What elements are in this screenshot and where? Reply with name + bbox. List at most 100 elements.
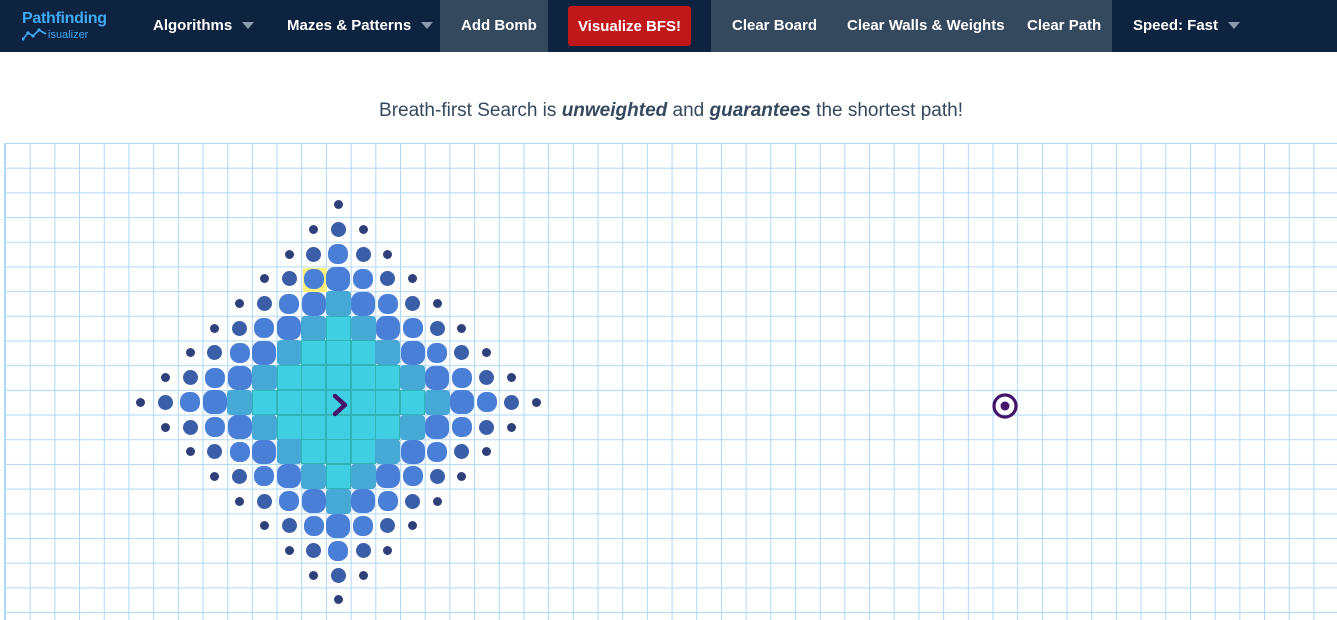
visited-node bbox=[400, 414, 426, 440]
visited-node bbox=[251, 389, 277, 415]
visited-node bbox=[425, 415, 450, 440]
visited-node bbox=[377, 491, 398, 512]
frontier-dot bbox=[281, 518, 297, 534]
frontier-dot bbox=[235, 299, 245, 308]
visited-node bbox=[227, 415, 252, 440]
frontier-dot bbox=[383, 546, 393, 556]
clear-walls-weights-button[interactable]: Clear Walls & Weights bbox=[847, 17, 1005, 34]
visited-node bbox=[303, 515, 324, 536]
visited-node bbox=[325, 463, 351, 489]
target-icon[interactable] bbox=[992, 393, 1018, 419]
algorithm-description: Breath-first Search is unweighted and gu… bbox=[0, 100, 1337, 122]
visited-node bbox=[350, 315, 376, 341]
frontier-dot bbox=[358, 570, 368, 580]
frontier-dot bbox=[333, 200, 343, 210]
frontier-dot bbox=[482, 348, 492, 358]
frontier-dot bbox=[383, 249, 393, 259]
frontier-dot bbox=[457, 471, 467, 481]
chevron-down-icon bbox=[1228, 21, 1241, 29]
speed-label: Speed: Fast bbox=[1133, 17, 1219, 34]
grid-board[interactable] bbox=[4, 143, 1337, 620]
visited-node bbox=[252, 340, 277, 365]
clear-controls: Clear Board Clear Walls & Weights Clear … bbox=[711, 0, 1112, 52]
visited-node bbox=[400, 365, 426, 391]
frontier-dot bbox=[454, 345, 470, 361]
visited-node bbox=[350, 463, 376, 489]
visited-node bbox=[276, 389, 302, 415]
visited-node bbox=[325, 439, 351, 465]
visited-node bbox=[301, 463, 327, 489]
visited-node bbox=[451, 417, 472, 438]
visited-node bbox=[301, 315, 327, 341]
visited-node bbox=[325, 488, 351, 514]
visited-node bbox=[350, 439, 376, 465]
visited-node bbox=[375, 464, 400, 489]
description-prefix: Breath-first Search is bbox=[379, 100, 562, 121]
frontier-dot bbox=[309, 224, 319, 234]
frontier-dot bbox=[503, 394, 519, 410]
visited-node bbox=[325, 315, 351, 341]
frontier-dot bbox=[256, 493, 272, 509]
frontier-dot bbox=[306, 543, 322, 559]
visited-node bbox=[476, 392, 497, 413]
frontier-dot bbox=[309, 570, 319, 580]
visited-node bbox=[326, 513, 351, 538]
description-suffix: the shortest path! bbox=[810, 100, 963, 121]
clear-path-button[interactable]: Clear Path bbox=[1027, 17, 1102, 34]
frontier-dot bbox=[429, 468, 445, 484]
visited-node bbox=[251, 414, 277, 440]
visited-node bbox=[353, 268, 374, 289]
chevron-right-icon[interactable] bbox=[328, 393, 352, 417]
frontier-dot bbox=[161, 373, 170, 383]
visited-node bbox=[328, 244, 349, 265]
visited-node bbox=[254, 318, 275, 339]
logo-graph-icon bbox=[22, 28, 47, 41]
visited-node bbox=[204, 417, 225, 438]
clear-board-button[interactable]: Clear Board bbox=[732, 17, 818, 34]
frontier-dot bbox=[185, 348, 195, 358]
logo-title: Pathfinding bbox=[22, 10, 107, 27]
speed-dropdown[interactable]: Speed: Fast bbox=[1133, 0, 1241, 52]
visited-node bbox=[402, 318, 423, 339]
visited-node bbox=[301, 389, 327, 415]
visited-node bbox=[277, 316, 302, 341]
frontier-dot bbox=[207, 444, 223, 460]
visited-node bbox=[276, 439, 302, 465]
visited-node bbox=[350, 365, 376, 391]
frontier-dot bbox=[207, 345, 223, 361]
frontier-dot bbox=[457, 323, 467, 333]
logo-subtitle: isualizer bbox=[48, 29, 89, 41]
visited-node bbox=[325, 340, 351, 366]
navbar: Pathfinding isualizer Algorithms Mazes &… bbox=[0, 0, 1337, 52]
visited-node bbox=[325, 291, 351, 316]
frontier-dot bbox=[306, 246, 322, 262]
visited-node bbox=[350, 414, 376, 440]
visited-node bbox=[251, 365, 277, 391]
frontier-dot bbox=[408, 274, 418, 284]
frontier-dot bbox=[158, 394, 173, 410]
frontier-dot bbox=[182, 419, 198, 435]
visited-node bbox=[254, 466, 275, 487]
visited-node bbox=[229, 441, 250, 462]
frontier-dot bbox=[210, 471, 220, 481]
visited-node bbox=[301, 340, 327, 366]
visited-node bbox=[276, 365, 302, 391]
visualize-button[interactable]: Visualize BFS! bbox=[568, 6, 691, 46]
description-emphasis-guarantees: guarantees bbox=[709, 100, 811, 121]
visited-node bbox=[279, 491, 300, 512]
frontier-dot bbox=[531, 397, 541, 407]
logo[interactable]: Pathfinding isualizer bbox=[22, 10, 132, 44]
visited-node bbox=[375, 414, 401, 440]
frontier-dot bbox=[432, 496, 442, 506]
visited-node bbox=[427, 342, 448, 363]
mazes-dropdown[interactable]: Mazes & Patterns bbox=[287, 0, 434, 52]
frontier-dot bbox=[330, 221, 346, 237]
visited-node bbox=[375, 316, 400, 341]
algorithms-label: Algorithms bbox=[153, 17, 233, 34]
visited-node bbox=[449, 390, 474, 415]
algorithms-dropdown[interactable]: Algorithms bbox=[153, 0, 255, 52]
frontier-dot bbox=[380, 271, 396, 287]
frontier-dot bbox=[355, 246, 371, 262]
add-bomb-button[interactable]: Add Bomb bbox=[440, 0, 548, 52]
frontier-dot bbox=[358, 224, 368, 234]
